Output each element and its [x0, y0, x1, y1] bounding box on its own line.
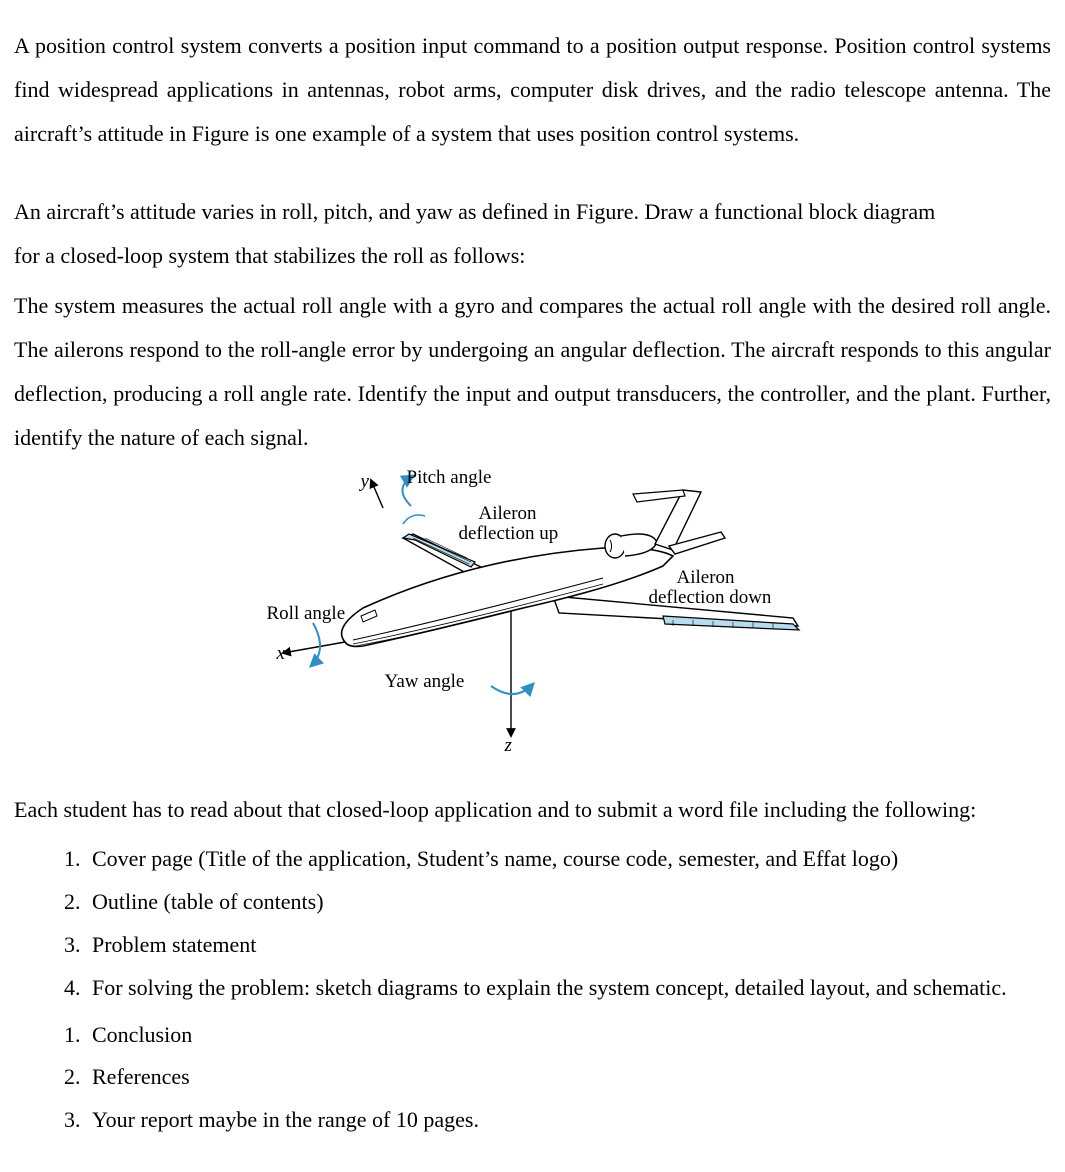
description-paragraph: The system measures the actual roll angl…: [14, 284, 1051, 460]
task-line-1: An aircraft’s attitude varies in roll, p…: [14, 190, 1051, 234]
aileron-up-l2: deflection up: [459, 524, 559, 545]
requirements-list-1: Cover page (Title of the application, St…: [14, 838, 1051, 1010]
roll-label: Roll angle: [267, 604, 346, 625]
axis-y-label: y: [361, 472, 369, 493]
document-page: A position control system converts a pos…: [0, 0, 1065, 1172]
aileron-up-l1: Aileron: [479, 504, 537, 525]
task-line-2: for a closed-loop system that stabilizes…: [14, 234, 1051, 278]
axis-z-label: z: [505, 736, 512, 757]
aircraft-attitude-figure: y Pitch angle Aileron deflection up Aile…: [253, 468, 813, 758]
pitch-label: Pitch angle: [407, 468, 492, 489]
list-item: Problem statement: [86, 924, 1051, 967]
list-item: Cover page (Title of the application, St…: [86, 838, 1051, 881]
submission-intro: Each student has to read about that clos…: [14, 788, 1051, 832]
requirements-list-2: Conclusion References Your report maybe …: [14, 1014, 1051, 1143]
intro-paragraph: A position control system converts a pos…: [14, 24, 1051, 156]
list-item: Conclusion: [86, 1014, 1051, 1057]
aileron-down-l1: Aileron: [677, 568, 735, 589]
figure-container: y Pitch angle Aileron deflection up Aile…: [14, 468, 1051, 758]
aileron-down-l2: deflection down: [649, 588, 772, 609]
list-item: Outline (table of contents): [86, 881, 1051, 924]
spacer: [14, 162, 1051, 190]
yaw-label: Yaw angle: [385, 672, 465, 693]
list-item: For solving the problem: sketch diagrams…: [86, 967, 1051, 1010]
list-item: Your report maybe in the range of 10 pag…: [86, 1099, 1051, 1142]
axis-x-label: x: [277, 644, 285, 665]
list-item: References: [86, 1056, 1051, 1099]
